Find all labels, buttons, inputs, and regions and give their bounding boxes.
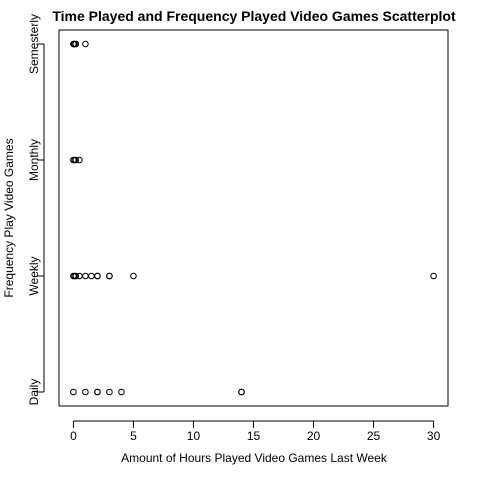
- data-point: [94, 388, 101, 396]
- data-point: [72, 272, 80, 280]
- data-point: [106, 388, 113, 396]
- data-point: [72, 156, 80, 164]
- data-point: [88, 272, 95, 280]
- x-tick-label: 15: [247, 429, 261, 443]
- x-tick-label: 20: [307, 429, 321, 443]
- y-tick-label: Daily: [27, 379, 41, 406]
- chart-title: Time Played and Frequency Played Video G…: [52, 8, 456, 24]
- data-point: [70, 388, 77, 396]
- x-tick-label: 25: [367, 429, 381, 443]
- data-point: [238, 388, 245, 396]
- data-point: [82, 40, 89, 48]
- x-tick-label: 5: [130, 429, 137, 443]
- data-point: [118, 388, 125, 396]
- x-axis: 0 5 10 15 20 25 30: [70, 420, 441, 443]
- data-point: [82, 272, 89, 280]
- x-tick-label: 10: [187, 429, 201, 443]
- data-point: [94, 272, 101, 280]
- y-tick-label: Weekly: [27, 256, 41, 295]
- data-point: [430, 272, 437, 280]
- data-point: [106, 272, 113, 280]
- y-tick-label: Monthly: [27, 139, 41, 181]
- x-tick-label: 30: [427, 429, 441, 443]
- data-point: [82, 388, 89, 396]
- data-point: [130, 272, 137, 280]
- x-axis-label: Amount of Hours Played Video Games Last …: [121, 451, 388, 465]
- y-axis: Daily Weekly Monthly Semesterly: [27, 14, 45, 406]
- plot-area: [58, 29, 449, 407]
- y-tick-label: Semesterly: [27, 14, 41, 74]
- data-points: [70, 40, 437, 396]
- data-point: [76, 156, 83, 164]
- y-axis-label: Frequency Play Video Games: [2, 138, 16, 297]
- data-point: [72, 40, 80, 48]
- x-tick-label: 0: [70, 429, 77, 443]
